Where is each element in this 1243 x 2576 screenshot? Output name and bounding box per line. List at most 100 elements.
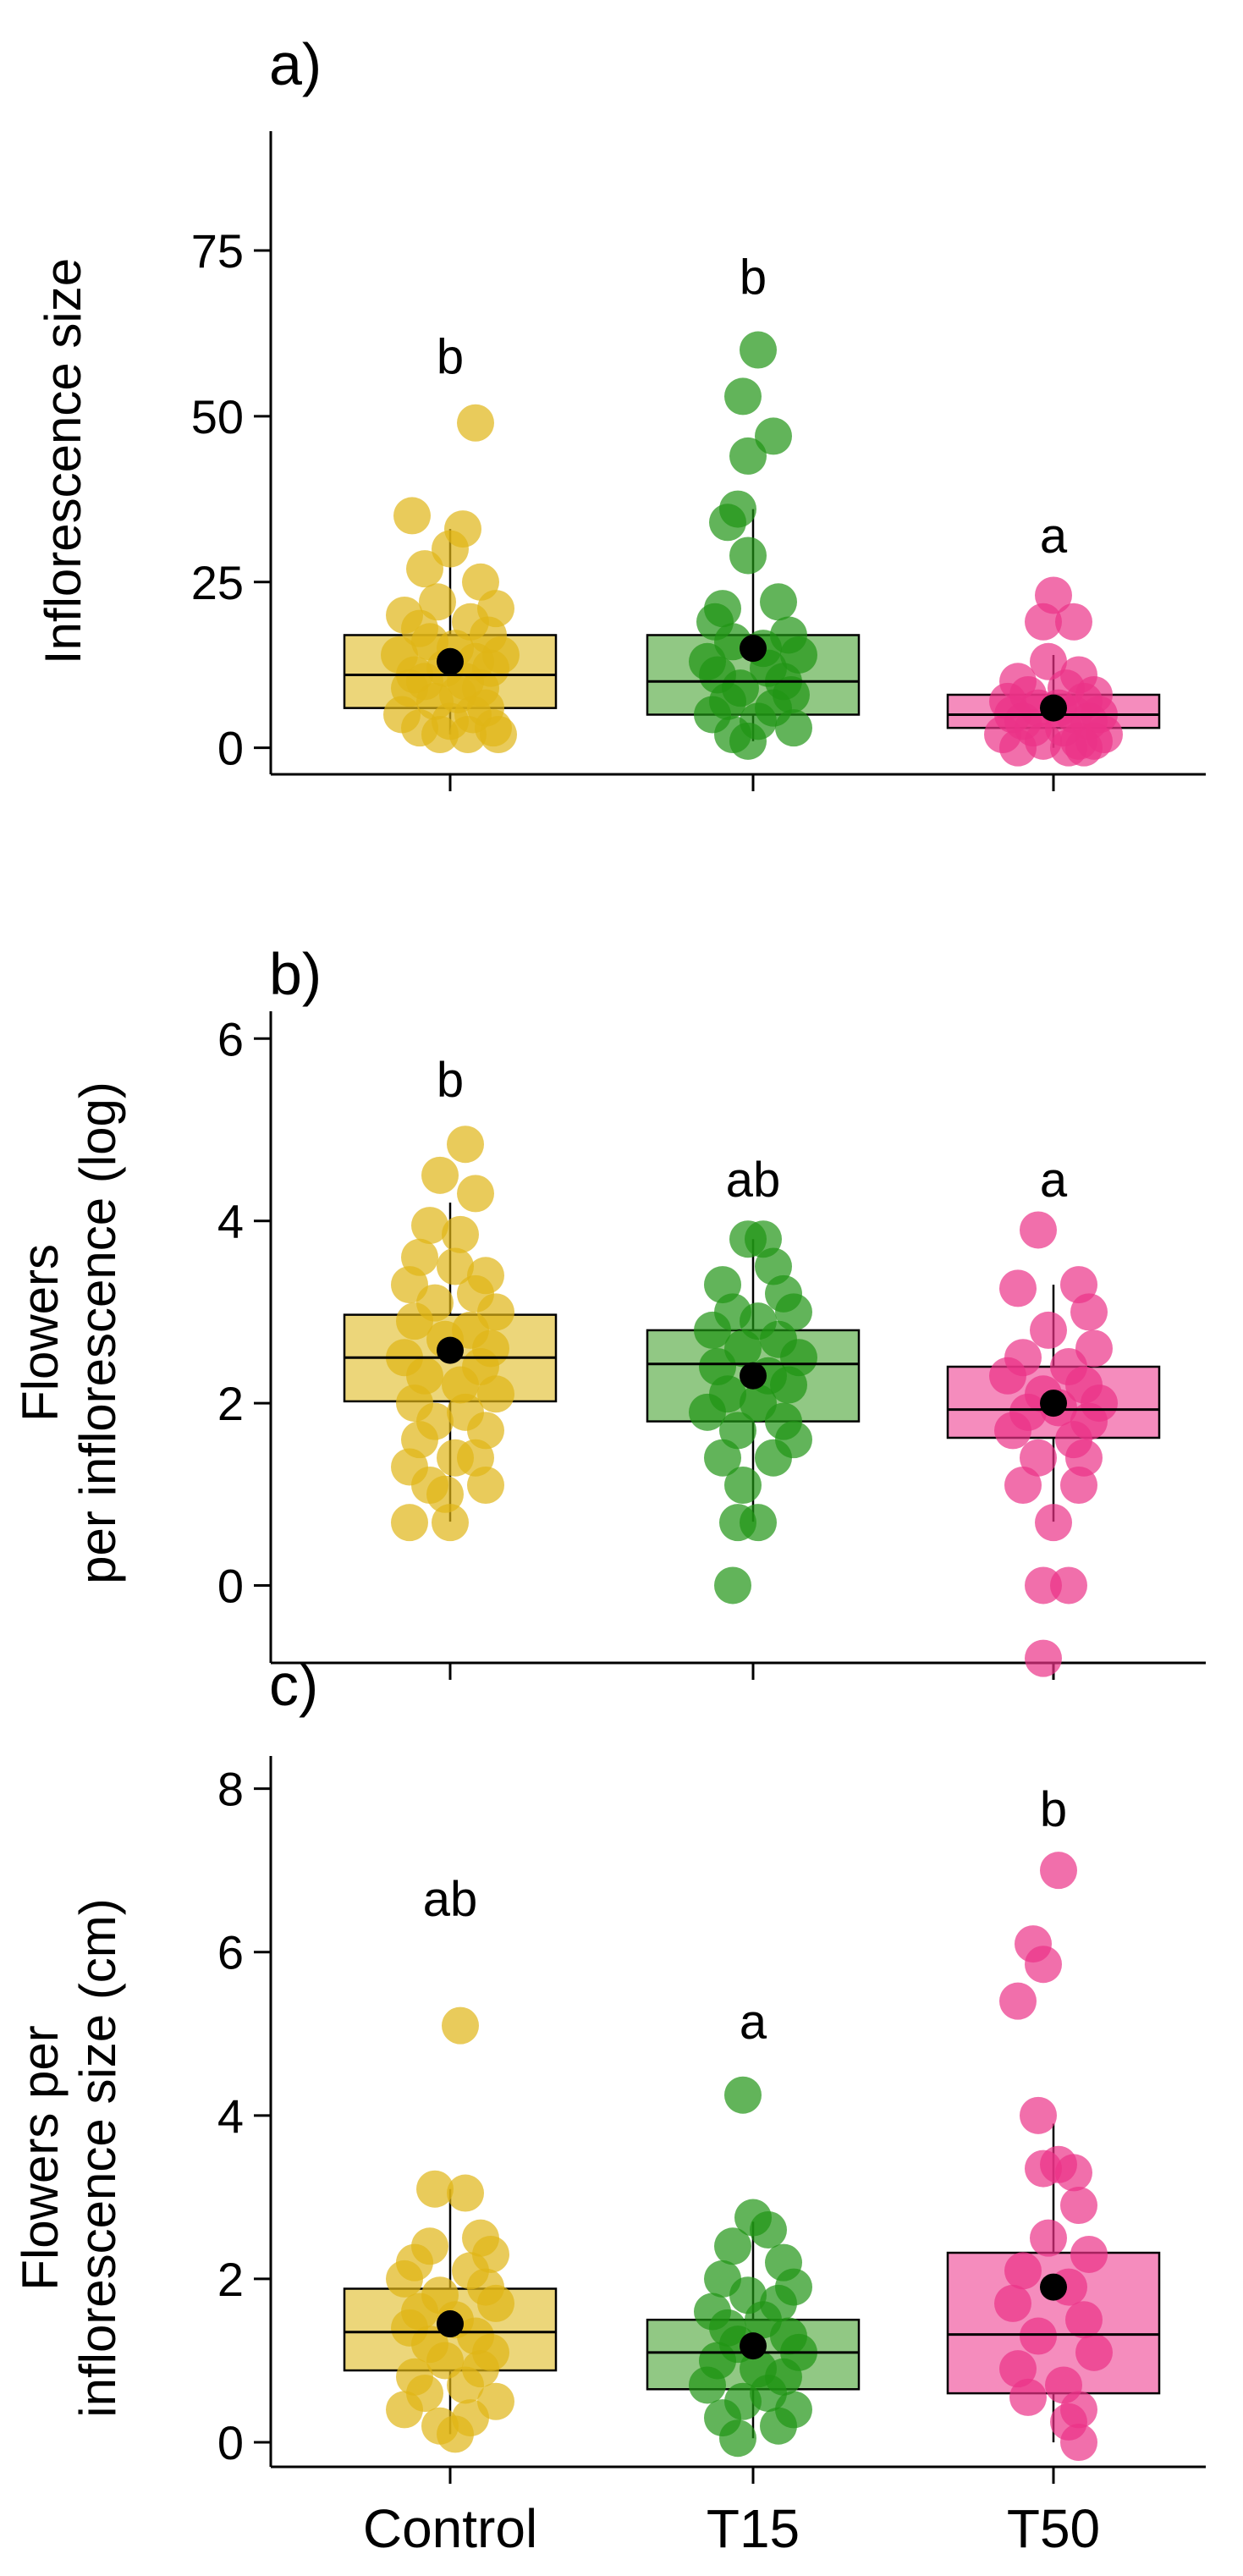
mean-point bbox=[437, 647, 464, 675]
significance-letter: a bbox=[1040, 509, 1068, 564]
data-point bbox=[396, 1302, 433, 1340]
data-point bbox=[411, 1207, 448, 1245]
data-point bbox=[457, 404, 494, 442]
data-point bbox=[457, 1175, 494, 1213]
data-point bbox=[1004, 1467, 1042, 1504]
data-point bbox=[729, 437, 767, 475]
data-point bbox=[755, 417, 792, 455]
data-point bbox=[760, 2407, 797, 2445]
significance-letter: a bbox=[1040, 1153, 1068, 1208]
y-tick-label: 2 bbox=[217, 2253, 244, 2306]
data-point bbox=[999, 2350, 1037, 2388]
data-point bbox=[1020, 2317, 1057, 2355]
panel-c: c) 0 2 4 6 8 Control T15 T50 Flowers per infloresc… bbox=[12, 1652, 1206, 2559]
data-point bbox=[442, 1215, 479, 1253]
data-point bbox=[775, 709, 812, 747]
data-point bbox=[1020, 2096, 1057, 2134]
data-point bbox=[704, 1439, 741, 1477]
significance-letter: ab bbox=[423, 1872, 478, 1927]
data-point bbox=[1030, 642, 1067, 680]
data-point bbox=[989, 1357, 1026, 1395]
y-tick-label: 6 bbox=[217, 1926, 244, 1979]
y-tick-label: 75 bbox=[191, 224, 244, 278]
data-point bbox=[999, 1269, 1037, 1307]
data-point bbox=[1025, 2149, 1062, 2188]
mean-point bbox=[1040, 1390, 1067, 1417]
data-point bbox=[419, 583, 456, 621]
data-point bbox=[1025, 1639, 1062, 1677]
mean-point bbox=[437, 2310, 464, 2338]
data-point bbox=[1060, 2187, 1097, 2225]
data-point bbox=[1070, 2235, 1108, 2273]
panel-a: a) 0 25 50 75 Inflorescence size b b a bbox=[35, 31, 1206, 791]
data-point bbox=[719, 1412, 756, 1450]
data-point bbox=[1065, 2301, 1103, 2339]
group-control: ab bbox=[343, 1872, 558, 2453]
data-point bbox=[1035, 1504, 1072, 1542]
data-point bbox=[1030, 1311, 1067, 1349]
data-point bbox=[421, 715, 459, 753]
data-point bbox=[447, 1126, 484, 1164]
data-point bbox=[467, 1467, 504, 1504]
data-point bbox=[477, 1375, 514, 1413]
mean-point bbox=[1040, 2273, 1067, 2301]
data-point bbox=[740, 1504, 777, 1542]
y-axis-label-group: Inflorescence size bbox=[35, 258, 91, 664]
data-point bbox=[393, 497, 431, 535]
data-point bbox=[432, 530, 469, 568]
group-control: b bbox=[343, 1053, 558, 1542]
mean-point bbox=[740, 635, 767, 663]
data-point bbox=[1030, 2219, 1067, 2257]
data-point bbox=[714, 1566, 751, 1604]
data-point bbox=[477, 2284, 514, 2322]
data-point bbox=[750, 2211, 787, 2248]
x-tick-label: T50 bbox=[1007, 2498, 1100, 2559]
y-tick-label: 0 bbox=[217, 2416, 244, 2469]
group-t50: a bbox=[946, 509, 1161, 767]
y-tick-label: 8 bbox=[217, 1763, 244, 1816]
data-point bbox=[709, 504, 746, 542]
data-point bbox=[386, 2260, 423, 2298]
group-t50: b bbox=[946, 1782, 1161, 2462]
data-point bbox=[719, 2419, 756, 2458]
data-point bbox=[449, 715, 487, 753]
data-point bbox=[999, 1982, 1037, 2020]
panel-label: c) bbox=[269, 1652, 318, 1718]
data-point bbox=[416, 2170, 454, 2208]
y-axis-label: inflorescence size (cm) bbox=[69, 1898, 126, 2418]
y-axis-label: Flowers bbox=[12, 1244, 69, 1422]
data-point bbox=[421, 1156, 459, 1194]
significance-letter: ab bbox=[726, 1153, 781, 1208]
mean-point bbox=[740, 1362, 767, 1390]
y-axis-label: Flowers per bbox=[12, 2025, 69, 2290]
panel-label: b) bbox=[269, 941, 322, 1007]
data-point bbox=[1020, 1439, 1057, 1477]
data-point bbox=[432, 1504, 469, 1542]
y-axis-label: Inflorescence size bbox=[35, 258, 91, 664]
panel-b: b) 0 2 4 6 Flowers per inflorescence (log) b ab a bbox=[12, 941, 1206, 1680]
y-tick-label: 0 bbox=[217, 1559, 244, 1612]
data-point bbox=[755, 1439, 792, 1477]
y-tick-label: 4 bbox=[217, 2089, 244, 2143]
data-point bbox=[426, 2342, 464, 2380]
data-point bbox=[1025, 1946, 1062, 1984]
data-point bbox=[1060, 2424, 1097, 2462]
data-point bbox=[999, 729, 1037, 767]
data-point bbox=[1055, 2154, 1092, 2192]
group-t15: b bbox=[646, 250, 861, 760]
group-t15: a bbox=[646, 1995, 861, 2458]
data-point bbox=[437, 2415, 474, 2453]
mean-point bbox=[740, 2332, 767, 2360]
data-point bbox=[714, 2227, 751, 2265]
data-point bbox=[994, 2284, 1031, 2322]
data-point bbox=[1060, 1467, 1097, 1504]
data-point bbox=[689, 2366, 726, 2404]
data-point bbox=[694, 1311, 731, 1349]
y-axis-label-group: Flowers per inflorescence size (cm) bbox=[12, 1898, 126, 2418]
data-point bbox=[1025, 603, 1062, 641]
data-point bbox=[724, 1467, 762, 1504]
data-point bbox=[770, 1366, 807, 1404]
group-t50: a bbox=[946, 1153, 1161, 1677]
data-point bbox=[729, 537, 767, 575]
